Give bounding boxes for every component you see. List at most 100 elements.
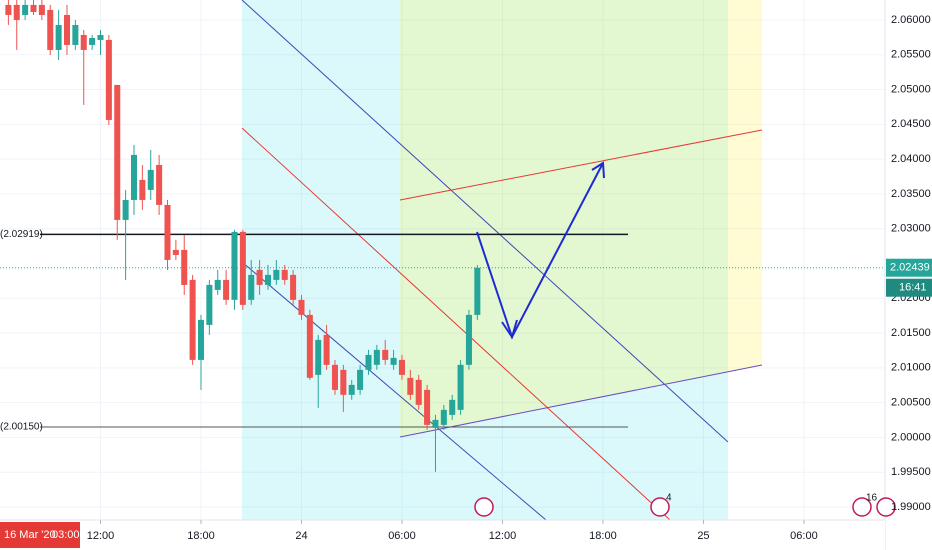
plot: (2.02919) (2.00150) [0, 0, 885, 472]
crosshair-date: 16 Mar '20 [4, 529, 56, 541]
candle-body [206, 284, 213, 325]
candle-body [80, 34, 87, 50]
y-tick-label: 2.01000 [891, 362, 931, 374]
x-tick-label: 12:00 [87, 530, 115, 542]
candle-body [365, 354, 372, 370]
candle-body [5, 4, 12, 15]
crosshair-time-box [0, 522, 80, 548]
candle-body [239, 231, 246, 305]
candle-body [273, 269, 280, 280]
event-badge[interactable] [474, 497, 494, 517]
y-tick-label: 2.05500 [891, 49, 931, 61]
candle-body [474, 267, 481, 315]
y-tick-label: 2.04000 [891, 153, 931, 165]
candle-body [264, 274, 271, 285]
candle-body [424, 389, 431, 425]
candle-body [105, 39, 112, 120]
badge-count: 4 [666, 493, 672, 504]
y-tick-label: 2.01500 [891, 327, 931, 339]
candle-body [290, 274, 297, 300]
candle-body [13, 4, 20, 20]
y-tick-label: 2.04500 [891, 118, 931, 130]
candle-body [465, 314, 472, 365]
y-tick-label: 2.06000 [891, 14, 931, 26]
candle-body [164, 204, 171, 260]
event-badge[interactable] [876, 497, 896, 517]
event-badge[interactable] [852, 497, 872, 517]
candle-body [30, 4, 37, 12]
x-tick-label: 25 [697, 530, 709, 542]
candle-body [47, 9, 54, 50]
candle-body [63, 14, 71, 45]
candle-body [298, 299, 305, 315]
y-tick-label: 2.00500 [891, 397, 931, 409]
trend-upper [399, 129, 763, 201]
candle-body [172, 249, 179, 255]
crosshair-time: 03:00 [52, 529, 80, 541]
level-label: (2.02919) [0, 229, 43, 240]
candle-body [223, 279, 230, 300]
candle-body [357, 369, 364, 390]
candle-body [323, 334, 330, 365]
candle-body [457, 364, 464, 410]
candle-body [449, 399, 456, 415]
x-tick-label: 18:00 [589, 530, 617, 542]
x-tick-label: 06:00 [388, 530, 416, 542]
y-tick-label: 2.03500 [891, 188, 931, 200]
badge-count: 16 [866, 493, 878, 504]
candle-body [440, 409, 447, 425]
y-tick-label: 2.00000 [891, 431, 931, 443]
candle-body [214, 279, 221, 290]
candle-body [122, 199, 129, 220]
candle-body [248, 274, 255, 300]
y-tick-label: 2.03000 [891, 223, 931, 235]
arrow-head [591, 161, 605, 179]
candle-body [72, 24, 79, 45]
candle-body [340, 369, 347, 395]
last-price-box [886, 258, 932, 277]
arrow-head [501, 319, 518, 340]
channel-lower [241, 261, 547, 521]
x-tick-label: 18:00 [187, 530, 215, 542]
candle-body [139, 179, 146, 200]
candle-body [130, 154, 138, 200]
candle-body [407, 377, 414, 395]
last-price-label: 2.02439 [890, 262, 930, 274]
countdown-box [886, 278, 932, 297]
candle-body [382, 349, 389, 360]
channel-upper [241, 0, 729, 443]
candle-body [147, 169, 154, 190]
candle-body [348, 384, 355, 395]
candle-body [281, 269, 288, 280]
grid [0, 0, 885, 520]
x-tick-label: 12:00 [489, 530, 517, 542]
trend-lower [399, 364, 763, 438]
level-label: (2.00150) [0, 422, 43, 433]
y-tick-label: 1.99000 [891, 501, 931, 513]
x-tick-label: 24 [295, 530, 307, 542]
yellow-zone [400, 0, 762, 437]
candle-body [89, 37, 96, 45]
y-tick-label: 1.99500 [891, 466, 931, 478]
event-badge[interactable] [650, 497, 670, 517]
candle-body [432, 419, 439, 428]
candle-body [197, 319, 204, 360]
axes: 1.99000 1.99500 2.00000 2.00500 2.01000 2.015… [87, 14, 932, 542]
y-tick-label: 2.05000 [891, 83, 931, 95]
candle-body [189, 279, 196, 360]
time-axis [0, 520, 885, 550]
channel-middle [241, 127, 671, 521]
x-tick-label: 06:00 [790, 530, 818, 542]
candle-body [306, 314, 313, 378]
candle-body [97, 34, 104, 40]
candle-body [156, 164, 163, 205]
candle-body [415, 379, 422, 405]
candle-body [181, 249, 188, 285]
candle-body [114, 84, 121, 220]
candle-body [231, 231, 238, 300]
candle-body [390, 357, 397, 365]
cyan-zone [242, 0, 728, 520]
candle-body [22, 4, 29, 15]
candle-body [331, 364, 338, 390]
